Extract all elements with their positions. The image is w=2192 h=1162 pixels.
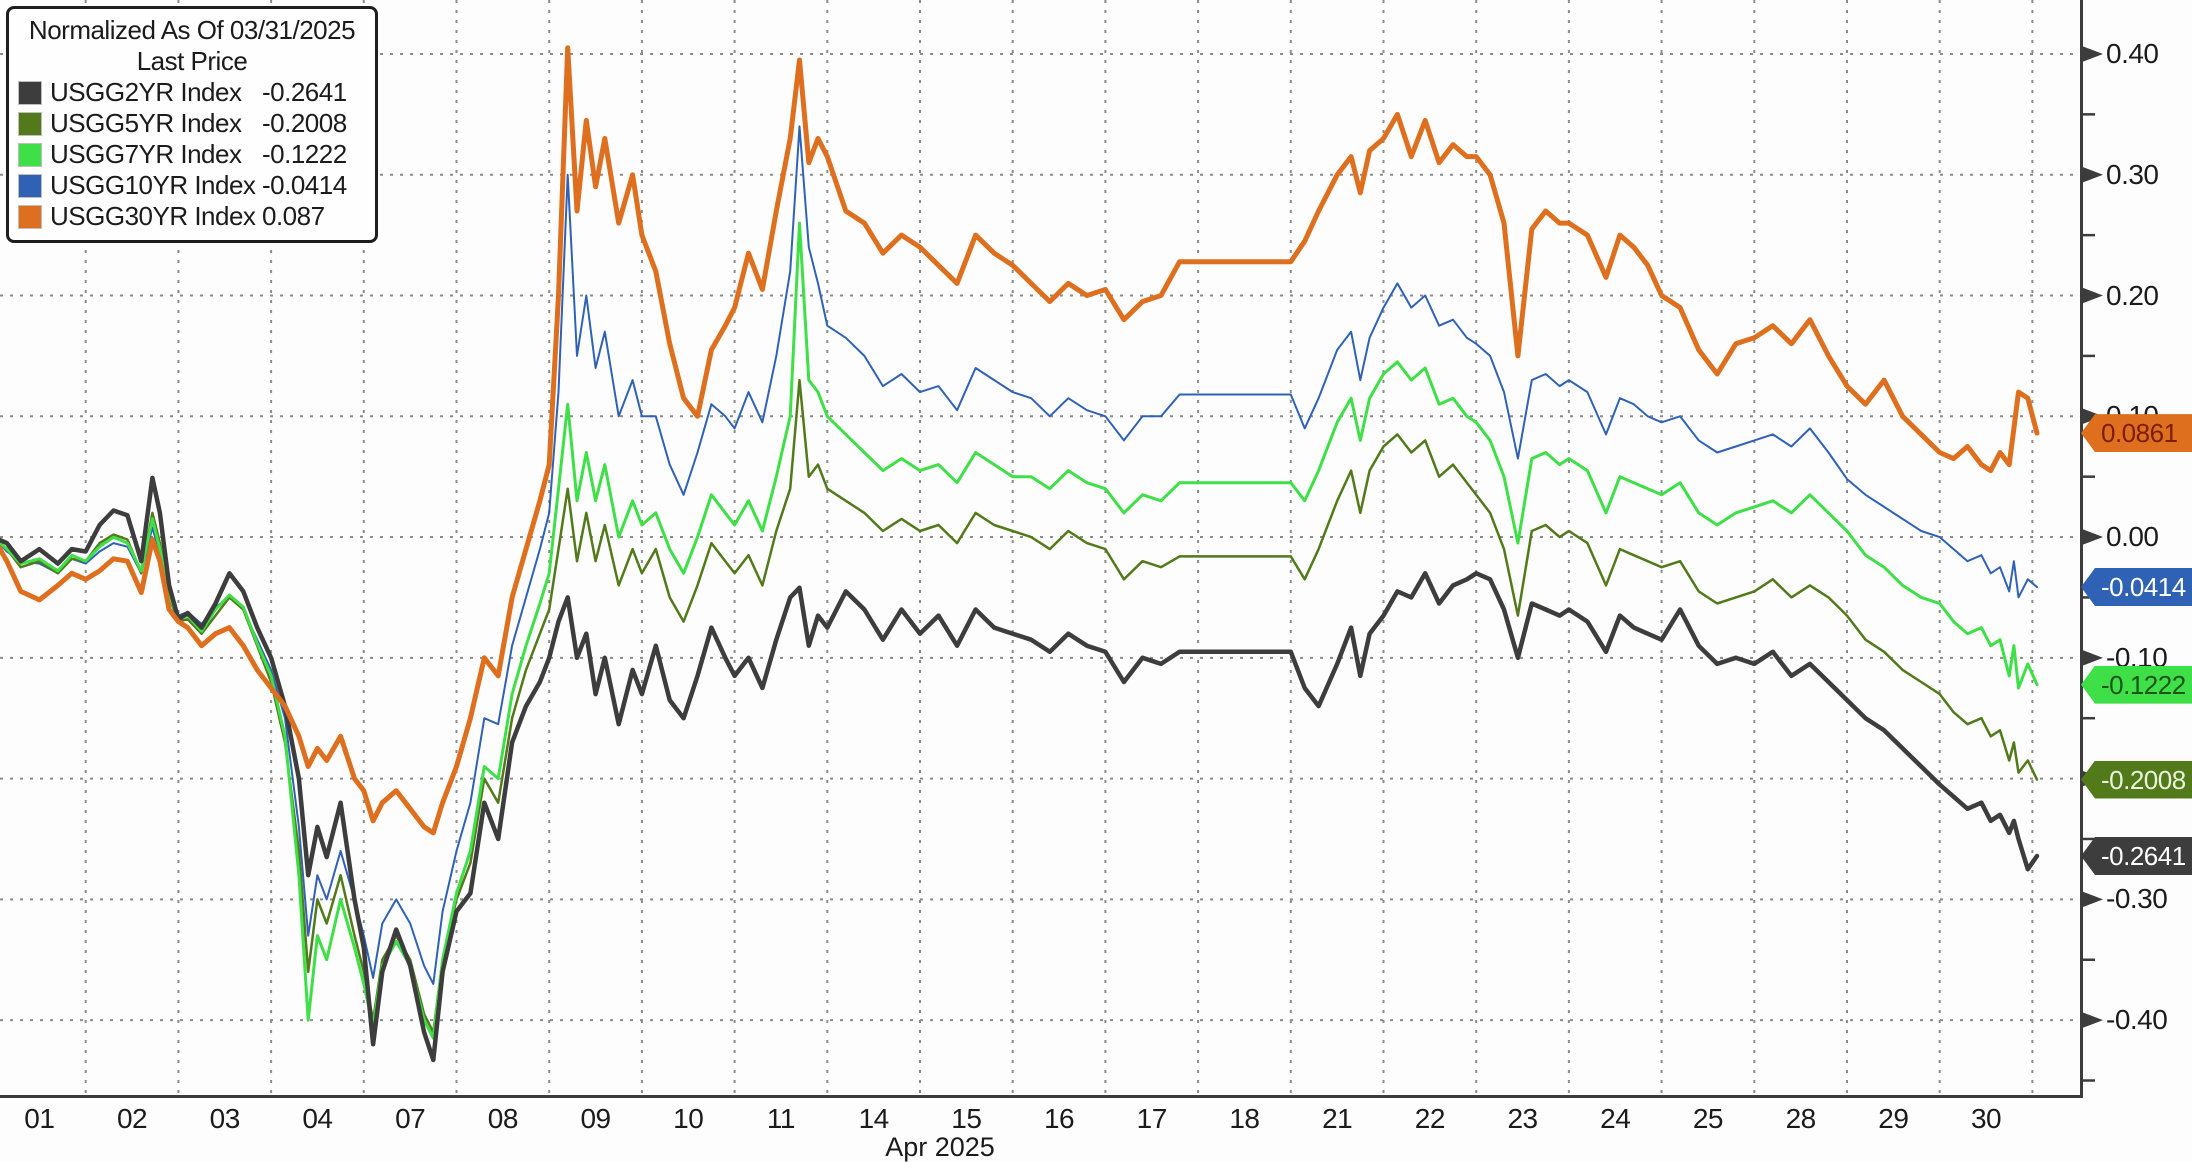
legend-item-usgg5yr: USGG5YR Index -0.2008 <box>18 108 365 139</box>
series-line-usgg5yr <box>0 378 2039 1034</box>
legend-swatch-icon <box>18 173 42 198</box>
x-tick-label: 30 <box>1970 1103 2002 1134</box>
last-price-badge-usgg10yr: -0.0414 <box>2081 568 2192 607</box>
y-tick-label: 0.20 <box>2106 279 2159 311</box>
x-tick-label: 29 <box>1878 1103 1909 1134</box>
legend-rows: USGG2YR Index -0.2641 USGG5YR Index -0.2008… <box>18 77 365 232</box>
legend-series-name: USGG2YR Index <box>50 77 242 107</box>
x-tick-label: 24 <box>1600 1103 1631 1134</box>
last-price-badge-usgg5yr: -0.2008 <box>2081 760 2192 799</box>
series-line-usgg2yr <box>0 475 2040 1063</box>
x-tick-label: 18 <box>1229 1103 1260 1134</box>
series-line-usgg30yr <box>0 45 2040 836</box>
x-tick-label: 08 <box>487 1103 519 1134</box>
x-tick-label: 16 <box>1043 1103 1075 1134</box>
legend-swatch-icon <box>18 80 42 105</box>
x-tick-label: 23 <box>1507 1103 1538 1134</box>
last-price-badge-usgg2yr: -0.2641 <box>2081 837 2192 875</box>
legend-series-value: -0.1222 <box>262 139 347 169</box>
x-tick-label: 11 <box>766 1103 796 1134</box>
legend-series-value: 0.087 <box>262 201 325 231</box>
legend-swatch-icon <box>18 204 42 229</box>
legend-series-value: -0.0414 <box>262 170 347 200</box>
legend-box: Normalized As Of 03/31/2025 Last Price U… <box>6 6 378 243</box>
x-tick-label: 25 <box>1692 1103 1724 1134</box>
legend-series-name: USGG5YR Index <box>50 108 242 138</box>
legend-item-usgg30yr: USGG30YR Index 0.087 <box>18 201 365 232</box>
x-axis-title: Apr 2025 <box>885 1132 995 1162</box>
y-tick-label: 0.00 <box>2106 521 2159 553</box>
x-tick-label: 04 <box>302 1103 333 1134</box>
legend-item-usgg7yr: USGG7YR Index -0.1222 <box>18 139 365 170</box>
legend-item-usgg10yr: USGG10YR Index -0.0414 <box>18 170 365 201</box>
series-line-usgg10yr <box>0 125 2038 985</box>
legend-swatch-icon <box>18 111 42 136</box>
x-tick-label: 21 <box>1322 1103 1353 1134</box>
x-tick-label: 28 <box>1785 1103 1817 1134</box>
y-tick-label: -0.40 <box>2106 1004 2168 1036</box>
legend-subtitle: Last Price <box>136 46 248 76</box>
x-tick-label: 17 <box>1136 1103 1168 1134</box>
y-tick-label: -0.30 <box>2106 883 2168 915</box>
x-tick-label: 14 <box>858 1103 890 1134</box>
x-tick-label: 22 <box>1414 1103 1446 1134</box>
series-line-usgg7yr <box>0 221 2039 1040</box>
legend-series-name: USGG10YR Index <box>50 170 256 200</box>
last-price-badge-usgg7yr: -0.1222 <box>2081 665 2192 704</box>
last-price-badge-usgg30yr: 0.0861 <box>2081 414 2192 453</box>
y-tick-label: 0.30 <box>2106 158 2159 190</box>
x-tick-label: 09 <box>580 1103 611 1134</box>
x-tick-label: 07 <box>395 1103 426 1134</box>
legend-series-name: USGG30YR Index <box>50 201 256 231</box>
legend-series-value: -0.2008 <box>262 108 347 138</box>
legend-title: Normalized As Of 03/31/2025 <box>28 15 356 45</box>
x-tick-label: 01 <box>24 1103 55 1134</box>
x-tick-label: 15 <box>951 1103 982 1134</box>
x-tick-label: 02 <box>116 1103 148 1134</box>
y-tick-label: 0.40 <box>2106 37 2159 69</box>
legend-swatch-icon <box>18 142 42 167</box>
x-tick-label: 03 <box>209 1103 241 1134</box>
legend-series-value: -0.2641 <box>262 77 347 107</box>
legend-item-usgg2yr: USGG2YR Index -0.2641 <box>18 77 365 108</box>
legend-series-name: USGG7YR Index <box>50 139 242 169</box>
x-tick-label: 10 <box>673 1103 704 1134</box>
